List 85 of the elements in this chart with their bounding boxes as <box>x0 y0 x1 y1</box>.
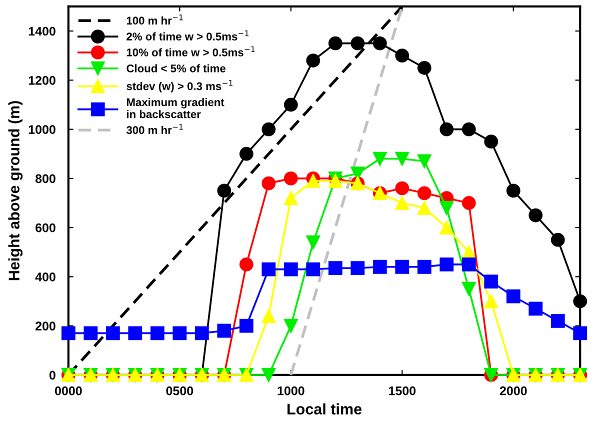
point <box>484 294 498 308</box>
legend-label: stdev (w) > 0.3 ms$^{−1}$ <box>126 80 232 92</box>
y-tick-label: 200 <box>36 322 56 330</box>
point <box>217 324 232 338</box>
legend-label: 10% of time w > 0.5ms$^{−1}$ <box>126 46 255 56</box>
point <box>262 262 276 276</box>
point <box>417 60 432 75</box>
x-tick-label: 0500 <box>166 386 194 396</box>
point <box>440 122 454 136</box>
x-tick-label: 1000 <box>278 386 304 396</box>
legend-label: Maximum gradient in backscatter <box>126 98 224 118</box>
point <box>372 152 387 166</box>
point <box>350 166 365 180</box>
x-tick-label: 0000 <box>55 386 82 396</box>
point <box>528 302 543 316</box>
point <box>84 326 98 340</box>
point <box>284 262 298 276</box>
point <box>417 200 432 215</box>
point <box>440 220 454 235</box>
point <box>484 274 498 289</box>
point <box>573 326 588 340</box>
point <box>284 98 298 112</box>
y-tick-label: 400 <box>35 272 56 282</box>
point <box>239 146 254 161</box>
point <box>462 122 476 136</box>
point <box>550 232 565 247</box>
point <box>262 176 276 190</box>
point <box>440 200 454 215</box>
point <box>306 262 320 276</box>
point <box>417 260 432 274</box>
point <box>395 152 410 166</box>
legend-label: Cloud < 5% of time <box>126 64 226 72</box>
y-axis-title: Height above ground (m) <box>8 101 23 280</box>
y-tick-label: 600 <box>36 223 56 232</box>
point <box>328 261 342 276</box>
legend-label: 100 m hr$^{−1}$ <box>126 14 183 25</box>
point <box>284 191 298 206</box>
y-tick-label: 1000 <box>28 125 56 134</box>
point <box>462 257 476 272</box>
point <box>506 184 520 198</box>
legend-label: 2% of time w > 0.5ms$^{−1}$ <box>126 30 249 40</box>
point <box>150 326 164 340</box>
y-tick-label: 0 <box>49 370 56 380</box>
point <box>306 54 320 68</box>
point <box>395 48 410 63</box>
point <box>350 36 365 50</box>
y-tick-label: 1200 <box>28 76 56 85</box>
point <box>440 257 454 272</box>
point <box>61 326 76 340</box>
point <box>484 134 498 149</box>
point <box>462 196 476 210</box>
point <box>506 289 520 304</box>
point <box>194 326 209 340</box>
point <box>106 326 120 340</box>
point <box>395 260 410 274</box>
point <box>462 282 476 296</box>
point <box>262 368 276 382</box>
point <box>395 181 410 196</box>
y-tick-label: 800 <box>35 174 56 184</box>
point <box>550 314 565 328</box>
point <box>217 184 232 198</box>
point <box>284 318 298 333</box>
y-tick-label: 1400 <box>28 26 56 36</box>
point <box>128 326 142 340</box>
x-tick-label: 2000 <box>500 386 527 396</box>
point <box>395 196 410 210</box>
point <box>528 208 543 222</box>
point <box>172 326 187 340</box>
point <box>284 171 298 186</box>
point <box>372 260 387 274</box>
legend-label: 300 m hr$^{−1}$ <box>126 124 183 134</box>
x-tick-label: 1500 <box>389 386 416 396</box>
point <box>306 235 320 250</box>
point <box>306 174 320 188</box>
point <box>262 122 276 136</box>
point <box>239 257 254 272</box>
point <box>262 309 276 323</box>
point <box>239 318 254 333</box>
point <box>350 261 365 276</box>
point <box>328 36 342 50</box>
point <box>573 294 588 308</box>
point <box>372 36 387 50</box>
point <box>417 154 432 168</box>
x-axis-title: Local time <box>288 403 362 415</box>
point <box>417 186 432 200</box>
